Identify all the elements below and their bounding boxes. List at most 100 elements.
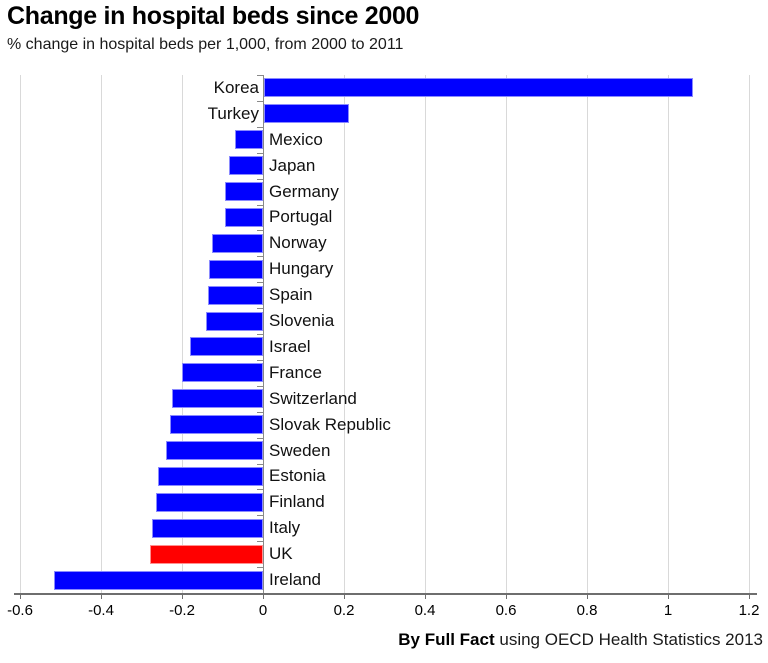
gridline (668, 75, 669, 593)
gridline (425, 75, 426, 593)
x-axis-tick-label: 0.2 (333, 602, 355, 619)
category-label: Estonia (269, 466, 326, 486)
bar (209, 259, 263, 279)
chart-row: Germany (20, 179, 750, 205)
category-label: Turkey (207, 103, 259, 123)
gridline (20, 75, 21, 593)
chart-row: France (20, 360, 750, 386)
category-axis-tick (257, 179, 263, 180)
x-axis-tick (101, 595, 102, 599)
category-label: Israel (269, 336, 311, 356)
chart-row: Switzerland (20, 386, 750, 412)
bar (182, 363, 263, 383)
x-axis-tick (749, 595, 750, 599)
category-axis-tick (257, 386, 263, 387)
category-axis-tick (257, 489, 263, 490)
chart-row: Ireland (20, 567, 750, 593)
chart-row: Turkey (20, 101, 750, 127)
category-axis-tick (257, 438, 263, 439)
chart-row: Estonia (20, 464, 750, 490)
category-axis-tick (257, 464, 263, 465)
category-axis-tick (257, 308, 263, 309)
x-axis-tick (182, 595, 183, 599)
x-axis-tick-label: -0.2 (169, 602, 195, 619)
bar (229, 156, 263, 176)
category-axis-tick (257, 412, 263, 413)
category-axis-tick (257, 567, 263, 568)
category-label: Finland (269, 492, 325, 512)
x-axis-tick-label: 1 (663, 602, 673, 619)
category-label: Japan (269, 155, 316, 175)
category-label: Korea (213, 77, 259, 97)
category-label: Norway (269, 233, 327, 253)
chart-row: Sweden (20, 438, 750, 464)
category-label: Slovak Republic (269, 414, 391, 434)
bar-highlight-uk (150, 544, 263, 564)
bar (170, 415, 263, 435)
x-axis-tick (20, 595, 21, 599)
gridline (182, 75, 183, 593)
bar (264, 104, 349, 124)
chart-plot-area: Korea Turkey Mexico Japan Germany Portugal Nor… (20, 75, 750, 594)
x-axis-tick-label: 0.8 (576, 602, 598, 619)
x-axis-tick (344, 595, 345, 599)
chart-subtitle: % change in hospital beds per 1,000, fro… (7, 36, 404, 53)
chart-title: Change in hospital beds since 2000 (7, 2, 420, 30)
category-axis-tick (257, 205, 263, 206)
category-label: Ireland (269, 570, 321, 590)
category-axis-tick (257, 256, 263, 257)
bar (212, 233, 263, 253)
bar (225, 182, 263, 202)
chart-row: Finland (20, 489, 750, 515)
bar (158, 466, 263, 486)
bar (206, 311, 263, 331)
bar (208, 285, 263, 305)
category-label: Italy (269, 518, 301, 538)
category-axis-line (263, 75, 264, 593)
x-axis-tick-label: -0.6 (7, 602, 33, 619)
category-axis-tick (257, 153, 263, 154)
source-note: By Full Fact using OECD Health Statistic… (398, 630, 763, 650)
x-axis-tick (425, 595, 426, 599)
category-axis-tick (257, 75, 263, 76)
chart-row: Korea (20, 75, 750, 101)
category-label: Sweden (269, 440, 331, 460)
bar (156, 492, 263, 512)
x-axis-tick (263, 595, 264, 599)
category-axis-tick (257, 101, 263, 102)
category-axis-tick (257, 515, 263, 516)
gridline (506, 75, 507, 593)
category-label: Switzerland (269, 388, 357, 408)
x-axis-tick (506, 595, 507, 599)
category-axis-tick (257, 127, 263, 128)
bar (235, 130, 263, 150)
chart-row: UK (20, 541, 750, 567)
x-axis-tick-label: 0.4 (414, 602, 436, 619)
category-label: Portugal (269, 207, 333, 227)
bar (152, 518, 263, 538)
category-label: France (269, 362, 322, 382)
bar (190, 337, 263, 357)
gridline (344, 75, 345, 593)
chart-row: Japan (20, 153, 750, 179)
x-axis-tick-label: 1.2 (738, 602, 760, 619)
category-axis-tick (257, 282, 263, 283)
x-axis-tick (587, 595, 588, 599)
category-axis-tick (257, 541, 263, 542)
bar (54, 570, 263, 590)
category-axis-tick (257, 360, 263, 361)
bar (225, 207, 263, 227)
chart-row: Spain (20, 282, 750, 308)
chart-row: Hungary (20, 256, 750, 282)
category-label: Spain (269, 285, 313, 305)
chart-row: Slovak Republic (20, 412, 750, 438)
x-axis-tick-label: 0.6 (495, 602, 517, 619)
category-label: Mexico (269, 129, 323, 149)
category-label: UK (269, 544, 293, 564)
category-axis-tick (257, 230, 263, 231)
source-note-text: using OECD Health Statistics 2013 (494, 630, 763, 649)
gridline (587, 75, 588, 593)
chart-row: Portugal (20, 205, 750, 231)
gridline (749, 75, 750, 593)
bar (166, 441, 263, 461)
